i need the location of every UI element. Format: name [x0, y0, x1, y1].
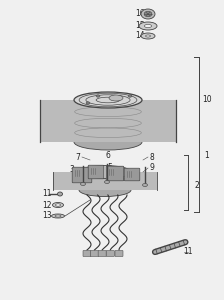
Text: 5: 5 [108, 163, 112, 172]
Text: 14: 14 [135, 32, 145, 40]
Ellipse shape [139, 22, 157, 30]
Ellipse shape [146, 35, 151, 37]
FancyBboxPatch shape [106, 250, 114, 256]
FancyBboxPatch shape [90, 250, 98, 256]
FancyBboxPatch shape [115, 250, 123, 256]
Text: 7: 7 [75, 152, 80, 161]
Text: 12: 12 [42, 200, 52, 209]
Text: 1: 1 [205, 151, 209, 160]
Text: 11: 11 [183, 248, 193, 256]
Text: 4: 4 [120, 173, 125, 182]
Ellipse shape [74, 134, 142, 150]
Ellipse shape [141, 9, 155, 19]
Text: 2: 2 [195, 181, 199, 190]
Ellipse shape [55, 215, 61, 217]
Ellipse shape [56, 204, 60, 206]
Text: 10: 10 [202, 95, 212, 104]
Ellipse shape [96, 95, 100, 97]
Ellipse shape [79, 166, 131, 178]
Text: 11: 11 [42, 190, 52, 199]
Text: 6: 6 [106, 151, 110, 160]
Text: 16: 16 [135, 10, 145, 19]
Polygon shape [53, 172, 157, 190]
Ellipse shape [86, 102, 90, 104]
FancyBboxPatch shape [98, 250, 106, 256]
Ellipse shape [52, 214, 65, 218]
Text: 3: 3 [70, 166, 74, 175]
Ellipse shape [105, 181, 110, 184]
Ellipse shape [58, 192, 62, 196]
FancyBboxPatch shape [83, 250, 91, 256]
FancyBboxPatch shape [106, 166, 124, 181]
FancyBboxPatch shape [124, 168, 140, 181]
Ellipse shape [80, 182, 86, 185]
Ellipse shape [141, 33, 155, 39]
Ellipse shape [109, 95, 123, 101]
FancyBboxPatch shape [88, 165, 104, 179]
Ellipse shape [142, 184, 147, 187]
Ellipse shape [74, 92, 142, 108]
Polygon shape [40, 100, 176, 142]
Text: 9: 9 [150, 164, 154, 172]
FancyBboxPatch shape [72, 167, 92, 183]
Text: 13: 13 [42, 211, 52, 220]
Ellipse shape [144, 24, 152, 28]
Ellipse shape [144, 11, 152, 17]
Text: 15: 15 [135, 22, 145, 31]
Ellipse shape [79, 184, 131, 196]
Ellipse shape [52, 202, 63, 208]
Text: 8: 8 [150, 152, 154, 161]
Ellipse shape [128, 95, 132, 97]
